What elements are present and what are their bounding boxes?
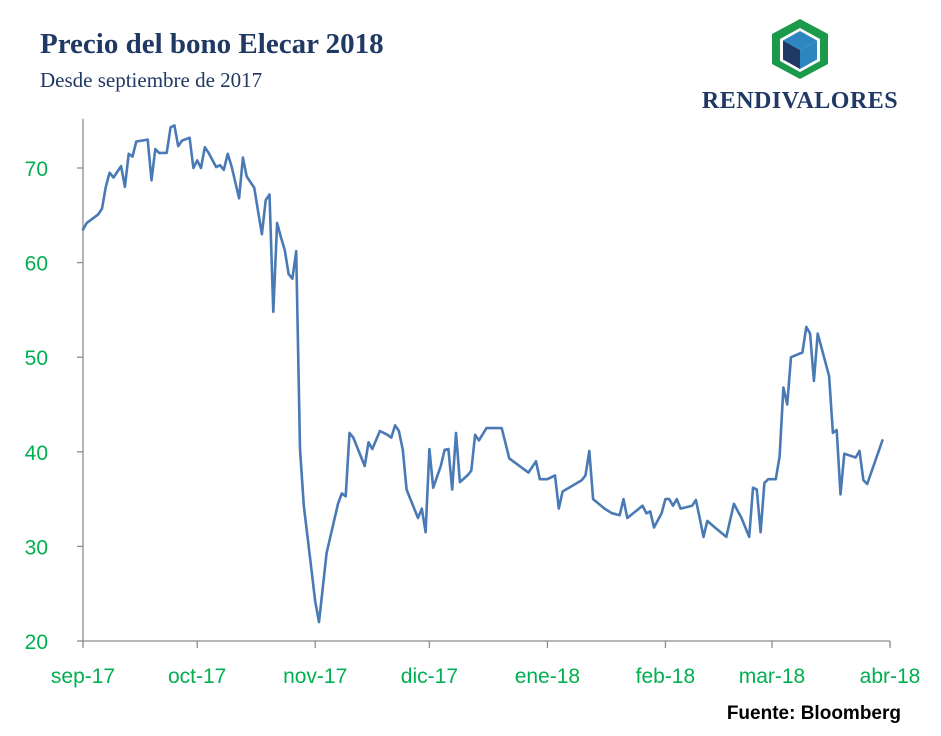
x-tick-label: sep-17 — [51, 665, 115, 688]
x-tick-label: mar-18 — [739, 665, 806, 688]
x-tick-label: feb-18 — [636, 665, 696, 688]
x-tick-label: nov-17 — [283, 665, 347, 688]
brand-logo: RENDIVALORES — [700, 18, 900, 118]
chart-axes — [82, 118, 890, 642]
source-note: Fuente: Bloomberg — [726, 703, 901, 724]
y-tick-label: 60 — [25, 253, 48, 276]
series-line — [81, 124, 884, 624]
x-tick-label: ene-18 — [515, 665, 580, 688]
x-tick-label: dic-17 — [401, 665, 458, 688]
x-axis-ticks: sep-17 oct-17 nov-17 dic-17 ene-18 feb-18 mar-… — [51, 641, 920, 688]
y-axis-ticks: 20 30 40 50 60 70 — [25, 158, 83, 654]
y-tick-label: 40 — [25, 442, 48, 465]
chart-title: Precio del bono Elecar 2018 — [40, 28, 384, 60]
y-tick-label: 70 — [25, 158, 48, 181]
x-tick-label: oct-17 — [168, 665, 226, 688]
x-tick-label: abr-18 — [860, 665, 921, 688]
y-tick-label: 30 — [25, 536, 48, 559]
y-tick-label: 50 — [25, 347, 48, 370]
y-tick-label: 20 — [25, 631, 48, 654]
cube-logo-icon — [772, 19, 828, 79]
chart-subtitle: Desde septiembre de 2017 — [40, 68, 263, 92]
logo-wordmark: RENDIVALORES — [701, 88, 899, 114]
